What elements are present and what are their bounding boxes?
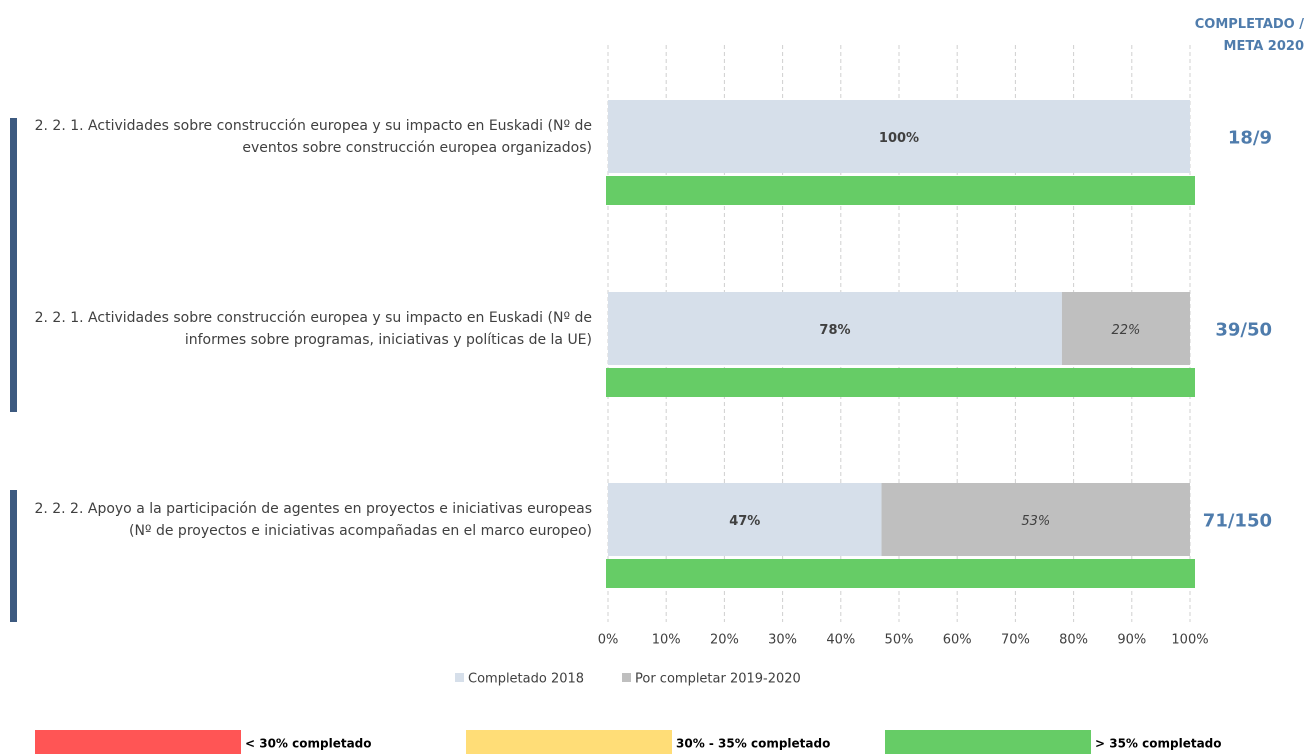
status-legend-swatch: [466, 730, 672, 754]
legend-label: Completado 2018: [468, 672, 584, 687]
status-legend-label: < 30% completado: [245, 737, 372, 751]
legend-label: Por completar 2019-2020: [635, 672, 801, 687]
x-tick-label: 40%: [826, 633, 855, 648]
ratio-header: META 2020: [1223, 39, 1304, 54]
category-label-box: 2. 2. 2. Apoyo a la participación de age…: [34, 500, 592, 539]
x-tick-label: 70%: [1001, 633, 1030, 648]
legend-swatch: [455, 673, 464, 682]
value-label: 22%: [1112, 323, 1141, 338]
value-label: 53%: [1021, 514, 1050, 529]
x-tick-label: 80%: [1059, 633, 1088, 648]
ratio: 71/150: [1203, 511, 1272, 532]
ratio: 39/50: [1215, 320, 1272, 341]
status-bar: [606, 559, 1195, 588]
x-tick-label: 100%: [1171, 633, 1208, 648]
x-tick-label: 60%: [943, 633, 972, 648]
status-legend-swatch: [885, 730, 1091, 754]
bar-segment: [1061, 292, 1190, 365]
category-label: 2. 2. 1. Actividades sobre construcción …: [34, 117, 592, 156]
ratio: 18/9: [1228, 128, 1272, 149]
status-bar: [606, 176, 1195, 205]
x-tick-label: 10%: [652, 633, 681, 648]
x-tick-label: 20%: [710, 633, 739, 648]
ratio-header: COMPLETADO /: [1194, 17, 1304, 32]
x-tick-label: 30%: [768, 633, 797, 648]
value-label: 78%: [819, 323, 850, 338]
status-bar: [606, 368, 1195, 397]
x-tick-label: 0%: [598, 633, 619, 648]
group-bar: [10, 490, 17, 622]
category-label-box: 2. 2. 1. Actividades sobre construcción …: [34, 309, 592, 348]
value-label: 47%: [729, 514, 760, 529]
status-legend-label: > 35% completado: [1095, 737, 1222, 751]
status-legend-label: 30% - 35% completado: [676, 737, 830, 751]
bar-segment: [881, 483, 1190, 556]
x-tick-label: 90%: [1117, 633, 1146, 648]
bar-segment: [608, 100, 1190, 173]
group-bar: [10, 118, 17, 412]
x-tick-label: 50%: [885, 633, 914, 648]
status-legend-swatch: [35, 730, 241, 754]
category-label-box: 2. 2. 1. Actividades sobre construcción …: [34, 117, 592, 156]
category-label: 2. 2. 2. Apoyo a la participación de age…: [34, 500, 592, 539]
bar-segment: [608, 292, 1062, 365]
ratio-header-box: COMPLETADO / META 2020: [1194, 17, 1304, 54]
bar-segment: [608, 483, 882, 556]
category-label: 2. 2. 1. Actividades sobre construcción …: [34, 309, 592, 348]
legend-swatch: [622, 673, 631, 682]
value-label: 100%: [879, 131, 919, 146]
